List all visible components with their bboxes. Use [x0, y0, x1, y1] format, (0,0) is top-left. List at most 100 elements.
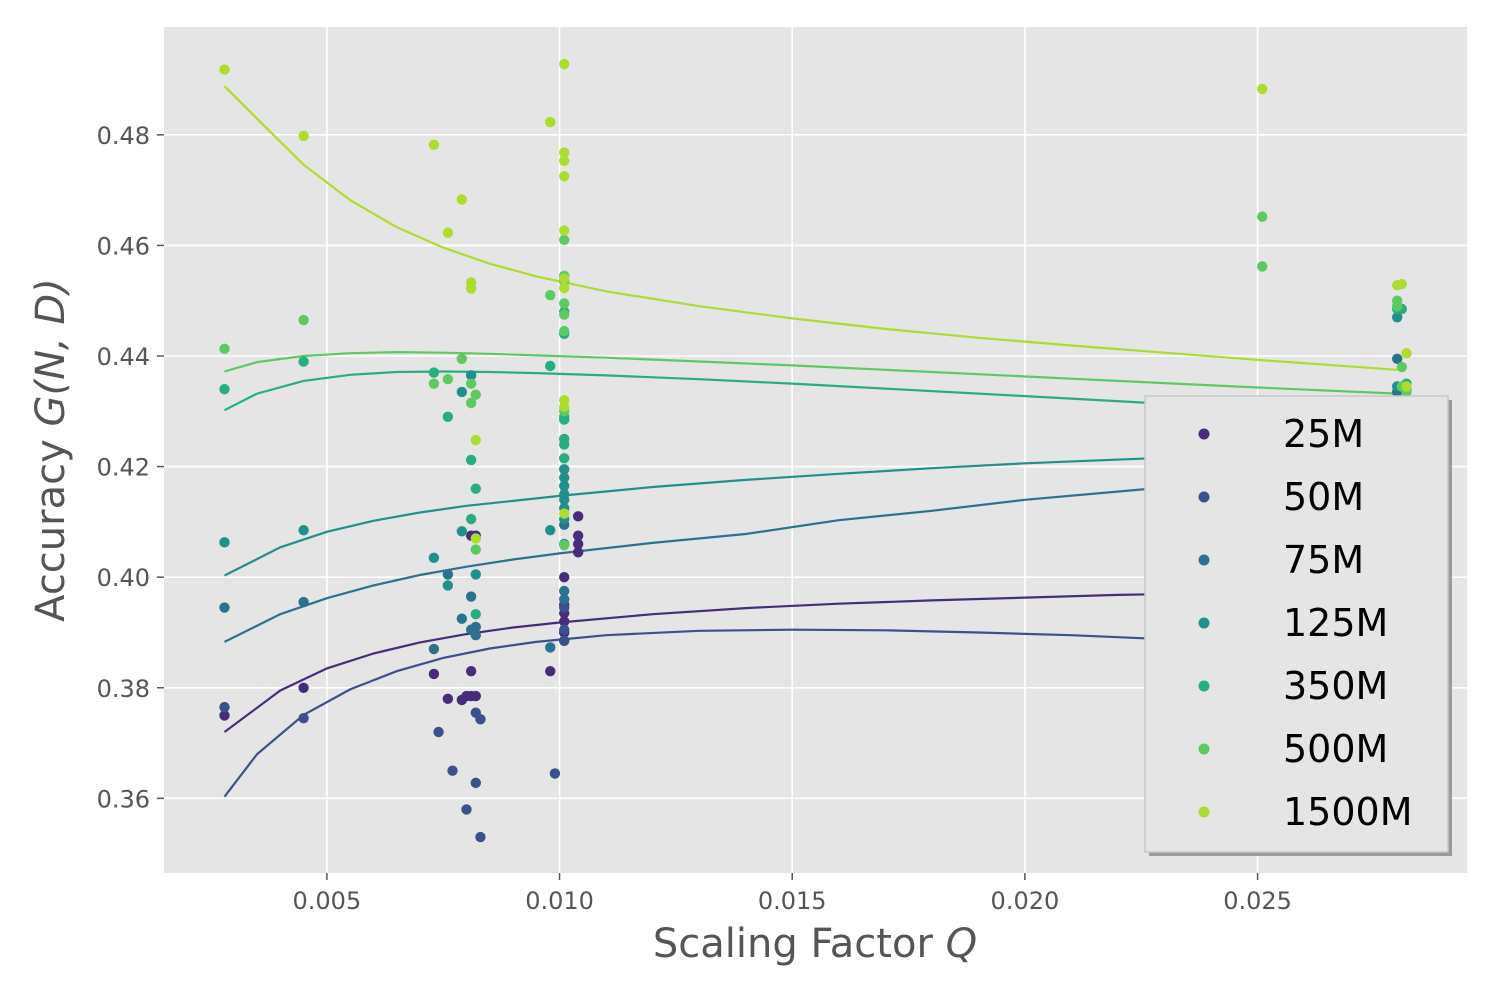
- point-125M: [559, 464, 570, 475]
- point-1500M: [559, 58, 570, 70]
- point-75M: [465, 591, 477, 602]
- point-1500M: [298, 130, 309, 142]
- point-125M: [1391, 312, 1403, 323]
- point-50M: [559, 635, 570, 646]
- point-500M: [298, 314, 309, 326]
- point-1500M: [559, 273, 570, 284]
- point-500M: [470, 544, 481, 555]
- point-1500M: [456, 194, 468, 205]
- point-125M: [465, 370, 477, 381]
- legend-marker-25M: [1198, 428, 1210, 440]
- y-tick-label: 0.48: [97, 122, 150, 150]
- point-1500M: [442, 227, 454, 238]
- point-25M: [545, 665, 556, 677]
- point-500M: [1257, 261, 1268, 272]
- point-125M: [559, 494, 570, 505]
- point-75M: [470, 630, 481, 641]
- point-75M: [219, 602, 230, 613]
- point-350M: [442, 411, 454, 423]
- legend-label-125M: 125M: [1283, 601, 1388, 645]
- point-350M: [470, 483, 481, 494]
- point-1500M: [1401, 348, 1412, 359]
- point-1500M: [1401, 381, 1412, 392]
- point-1500M: [559, 155, 570, 167]
- point-25M: [572, 511, 584, 522]
- point-25M: [219, 710, 230, 721]
- point-75M: [428, 643, 440, 655]
- y-tick-label: 0.42: [97, 454, 150, 482]
- point-1500M: [1396, 278, 1408, 290]
- point-1500M: [559, 508, 570, 519]
- fit-curve-50M: [223, 628, 1151, 798]
- y-axis-label: Accuracy G(N, D): [28, 278, 74, 622]
- point-125M: [428, 552, 440, 564]
- point-1500M: [1257, 83, 1268, 95]
- point-350M: [298, 356, 309, 367]
- point-50M: [461, 804, 472, 815]
- y-tick-label: 0.38: [97, 675, 150, 703]
- x-axis-ticks: 0.005 0.010 0.015 0.020 0.025: [293, 873, 1292, 915]
- point-500M: [545, 289, 556, 301]
- point-50M: [475, 831, 486, 843]
- legend-label-1500M: 1500M: [1283, 790, 1413, 834]
- point-125M: [298, 524, 309, 536]
- point-1500M: [428, 139, 440, 150]
- point-350M: [428, 367, 440, 378]
- point-500M: [219, 343, 230, 355]
- point-25M: [559, 616, 570, 627]
- fit-curve-350M: [224, 370, 1151, 412]
- point-500M: [465, 397, 477, 409]
- point-1500M: [219, 64, 230, 75]
- point-50M: [298, 712, 309, 724]
- point-500M: [442, 374, 454, 385]
- legend-marker-500M: [1198, 743, 1210, 755]
- legend-box: [1144, 395, 1449, 853]
- point-500M: [559, 298, 570, 309]
- x-axis-label: Scaling Factor Q: [653, 921, 977, 967]
- point-25M: [572, 538, 584, 550]
- legend-label-25M: 25M: [1283, 412, 1364, 456]
- point-75M: [442, 569, 454, 580]
- point-500M: [1396, 361, 1408, 373]
- point-1500M: [559, 171, 570, 182]
- point-125M: [545, 524, 556, 536]
- point-75M: [545, 642, 556, 653]
- legend: 25M 50M 75M 125M 350M 500M 1500M: [1144, 395, 1452, 856]
- fit-curve-1500M: [223, 85, 1398, 371]
- point-125M: [456, 386, 468, 398]
- point-125M: [559, 472, 570, 483]
- point-50M: [447, 765, 458, 776]
- point-350M: [465, 454, 477, 466]
- legend-label-350M: 350M: [1283, 664, 1388, 708]
- point-1500M: [559, 147, 570, 158]
- point-125M: [470, 569, 481, 580]
- x-tick-label: 0.005: [293, 887, 362, 915]
- point-500M: [559, 234, 570, 246]
- x-tick-label: 0.020: [991, 887, 1060, 915]
- point-350M: [470, 609, 481, 620]
- point-500M: [456, 353, 468, 364]
- fit-curve-125M: [224, 457, 1151, 577]
- point-75M: [470, 621, 481, 633]
- point-25M: [559, 571, 570, 583]
- x-tick-label: 0.015: [758, 887, 827, 915]
- point-75M: [298, 596, 309, 608]
- point-125M: [456, 526, 468, 537]
- point-75M: [559, 594, 570, 605]
- point-125M: [559, 480, 570, 492]
- point-500M: [559, 309, 570, 320]
- point-75M: [456, 613, 468, 624]
- point-25M: [572, 530, 584, 541]
- point-50M: [470, 777, 481, 789]
- point-1500M: [470, 533, 481, 544]
- point-25M: [298, 682, 309, 693]
- point-1500M: [465, 283, 477, 294]
- point-350M: [559, 439, 570, 450]
- legend-marker-350M: [1198, 680, 1210, 692]
- point-350M: [559, 414, 570, 425]
- point-1500M: [545, 116, 556, 128]
- x-tick-label: 0.025: [1223, 887, 1292, 915]
- point-25M: [572, 547, 584, 558]
- point-1500M: [470, 434, 481, 446]
